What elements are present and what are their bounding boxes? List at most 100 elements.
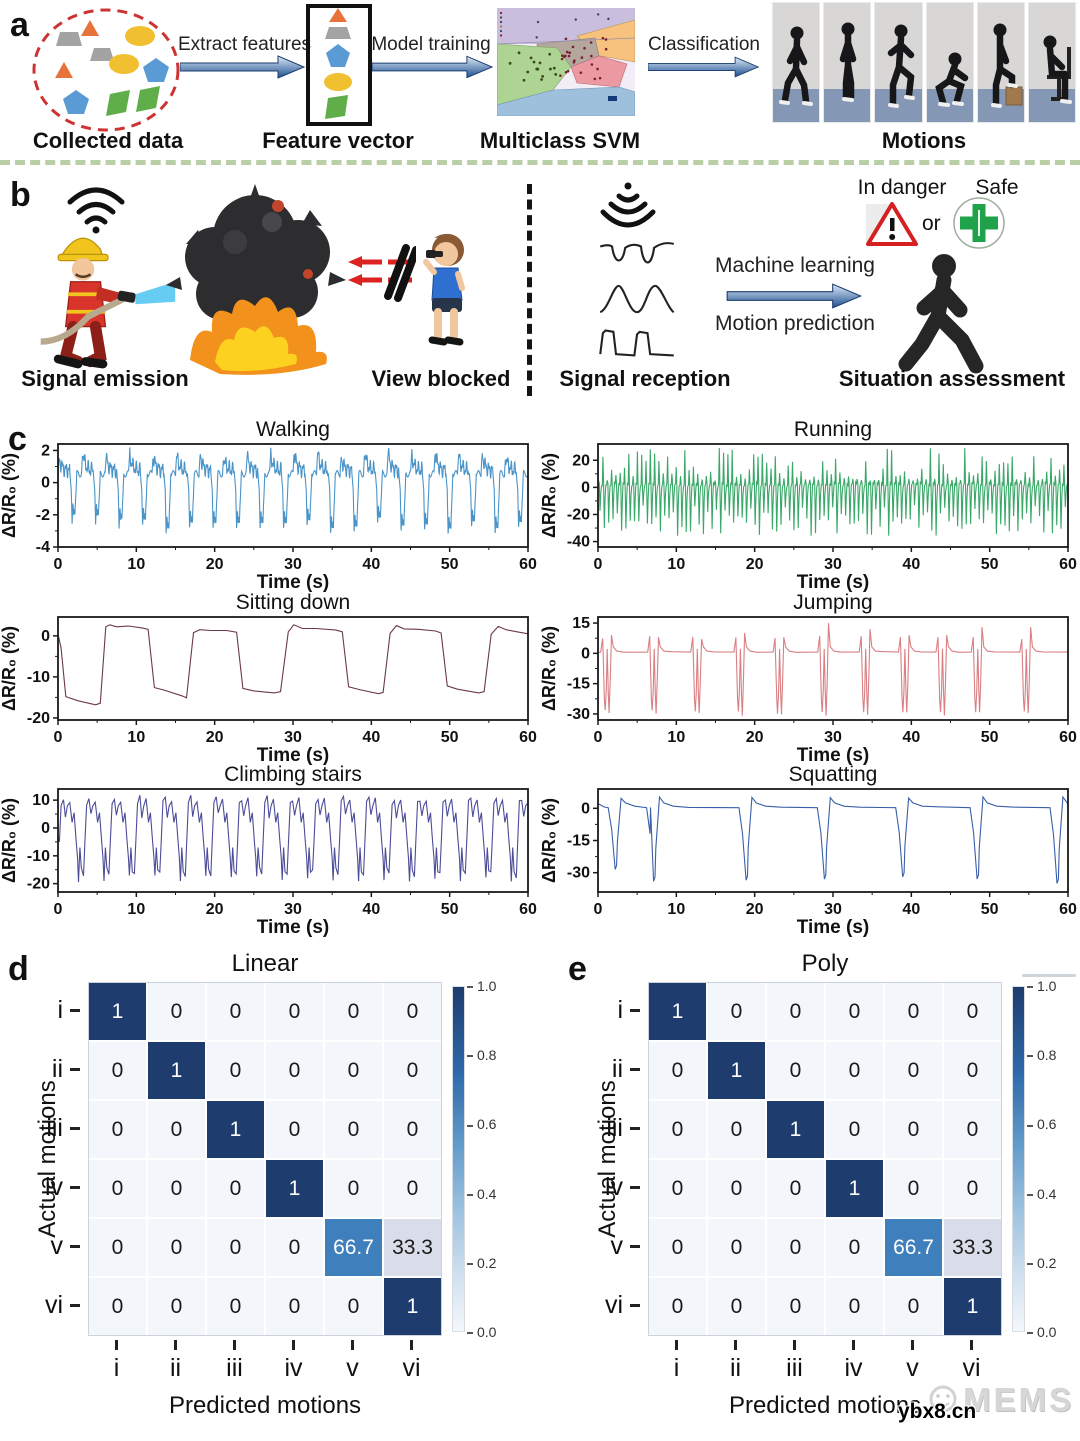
matrix-cell-vi-ii: 0 bbox=[708, 1278, 765, 1335]
matrix-cell-vi-i: 0 bbox=[89, 1278, 146, 1335]
matrix-cell-vi-v: 0 bbox=[325, 1278, 382, 1335]
svg-text:0: 0 bbox=[581, 645, 590, 662]
svg-text:0: 0 bbox=[581, 800, 590, 817]
caption-collected-data: Collected data bbox=[32, 128, 184, 153]
svg-text:0: 0 bbox=[54, 901, 63, 918]
arrow-ml-icon bbox=[726, 283, 863, 309]
svg-text:20: 20 bbox=[746, 729, 764, 746]
svg-text:0: 0 bbox=[41, 628, 50, 645]
svg-text:50: 50 bbox=[441, 556, 459, 573]
svg-text:0: 0 bbox=[54, 556, 63, 573]
colorbar-tick-0.0: 0.0 bbox=[467, 1324, 496, 1340]
data-line bbox=[58, 624, 528, 706]
person-sitting-photo bbox=[1043, 35, 1072, 104]
matrix-cell-ii-ii: 1 bbox=[148, 1042, 205, 1099]
panel-a-label: a bbox=[10, 6, 29, 44]
svg-text:0: 0 bbox=[594, 901, 603, 918]
svg-text:30: 30 bbox=[824, 729, 842, 746]
walking-chart: Walking 0 10 20 30 40 50 60 2 0 -2 -4 Time (s) ΔR/R₀ … bbox=[0, 418, 540, 593]
x-axis-label: Time (s) bbox=[797, 572, 870, 593]
svg-text:0: 0 bbox=[594, 556, 603, 573]
row-label-i: i bbox=[590, 982, 640, 1039]
colorbar-tick-1.0: 1.0 bbox=[467, 978, 496, 994]
row-label-vi: vi bbox=[590, 1277, 640, 1334]
matrix-cell-iv-iv: 1 bbox=[266, 1160, 323, 1217]
matrix-cell-iv-vi: 0 bbox=[384, 1160, 441, 1217]
svg-text:-40: -40 bbox=[567, 534, 590, 551]
panel-c-label: c bbox=[8, 420, 27, 458]
row-label-ii: ii bbox=[30, 1041, 80, 1098]
svg-text:40: 40 bbox=[902, 901, 920, 918]
watermark-url: ybx8.cn bbox=[898, 1400, 977, 1423]
row-label-v: v bbox=[590, 1218, 640, 1275]
svg-text:-30: -30 bbox=[567, 865, 590, 882]
svg-text:30: 30 bbox=[284, 556, 302, 573]
svg-text:-30: -30 bbox=[567, 706, 590, 723]
firefighter-illustration bbox=[40, 237, 176, 369]
matrix-cell-vi-iii: 0 bbox=[767, 1278, 824, 1335]
svg-text:-10: -10 bbox=[27, 669, 50, 686]
panel-d-label: d bbox=[8, 950, 29, 988]
svg-text:15: 15 bbox=[572, 615, 590, 632]
x-axis-label: Time (s) bbox=[257, 572, 330, 593]
colorbar-tick-0.2: 0.2 bbox=[1027, 1255, 1056, 1271]
chart-svg-1: Running 0 10 20 30 40 50 60 20 0 -20 -40 Time (s) ΔR/… bbox=[539, 418, 1077, 593]
colorbar-tick-1.0: 1.0 bbox=[1027, 978, 1056, 994]
y-axis-label: ΔR/R₀ (%) bbox=[0, 798, 19, 883]
matrix-cell-iii-iv: 0 bbox=[826, 1101, 883, 1158]
svg-text:2: 2 bbox=[41, 442, 50, 459]
assessed-person-silhouette bbox=[898, 254, 984, 374]
matrix-cell-iii-v: 0 bbox=[325, 1101, 382, 1158]
matrix-cell-iv-iii: 0 bbox=[207, 1160, 264, 1217]
matrix-cell-v-vi: 33.3 bbox=[384, 1219, 441, 1276]
climbing-stairs-chart: Climbing stairs 0 10 20 30 40 50 60 10 0 -10 -20 Tim… bbox=[0, 763, 540, 938]
matrix-cell-i-vi: 0 bbox=[944, 983, 1001, 1040]
col-label-v: v bbox=[884, 1340, 941, 1383]
col-label-ii: ii bbox=[707, 1340, 764, 1383]
svg-text:0: 0 bbox=[594, 729, 603, 746]
person-jumping-photo bbox=[839, 22, 857, 102]
in-danger-label: In danger bbox=[857, 176, 947, 199]
wifi-receive-icon bbox=[600, 182, 656, 228]
data-line bbox=[598, 623, 1068, 716]
safe-label: Safe bbox=[975, 176, 1019, 199]
chart-title: Running bbox=[794, 420, 872, 441]
row-label-vi: vi bbox=[30, 1277, 80, 1334]
svg-text:20: 20 bbox=[206, 729, 224, 746]
matrix-cell-vi-ii: 0 bbox=[148, 1278, 205, 1335]
svg-text:10: 10 bbox=[667, 901, 685, 918]
colorbar-tick-0.8: 0.8 bbox=[467, 1047, 496, 1063]
row-label-i: i bbox=[30, 982, 80, 1039]
svg-text:0: 0 bbox=[581, 479, 590, 496]
colorbar-artifact-line bbox=[1022, 974, 1076, 977]
matrix-title: Poly bbox=[801, 950, 849, 977]
classification-label: Classification bbox=[648, 34, 760, 55]
col-label-i: i bbox=[648, 1340, 705, 1383]
col-label-vi: vi bbox=[383, 1340, 440, 1383]
danger-warning-icon bbox=[866, 202, 918, 246]
motion-photos bbox=[772, 2, 1077, 123]
matrix-x-axis-label: Predicted motions bbox=[168, 1392, 362, 1419]
svg-text:0: 0 bbox=[41, 475, 50, 492]
svg-text:30: 30 bbox=[824, 901, 842, 918]
matrix-cell-iii-i: 0 bbox=[649, 1101, 706, 1158]
matrix-cell-v-iii: 0 bbox=[767, 1219, 824, 1276]
svg-text:40: 40 bbox=[902, 729, 920, 746]
matrix-cell-ii-iv: 0 bbox=[266, 1042, 323, 1099]
caption-situation-assessment: Situation assessment bbox=[838, 366, 1066, 391]
svg-text:60: 60 bbox=[519, 556, 537, 573]
matrix-cell-i-ii: 0 bbox=[148, 983, 205, 1040]
y-axis-label: ΔR/R₀ (%) bbox=[0, 453, 19, 538]
x-axis-label: Time (s) bbox=[257, 745, 330, 766]
svg-text:60: 60 bbox=[1059, 556, 1077, 573]
matrix-cell-v-ii: 0 bbox=[708, 1219, 765, 1276]
photo-running bbox=[874, 2, 923, 123]
matrix-cell-v-v: 66.7 bbox=[885, 1219, 942, 1276]
matrix-cell-ii-iv: 0 bbox=[826, 1042, 883, 1099]
matrix-cell-iv-v: 0 bbox=[885, 1160, 942, 1217]
col-label-iv: iv bbox=[825, 1340, 882, 1383]
svg-text:60: 60 bbox=[1059, 729, 1077, 746]
person-climbing-photo bbox=[990, 23, 1023, 108]
colorbar-tick-0.6: 0.6 bbox=[1027, 1116, 1056, 1132]
svg-text:20: 20 bbox=[206, 556, 224, 573]
